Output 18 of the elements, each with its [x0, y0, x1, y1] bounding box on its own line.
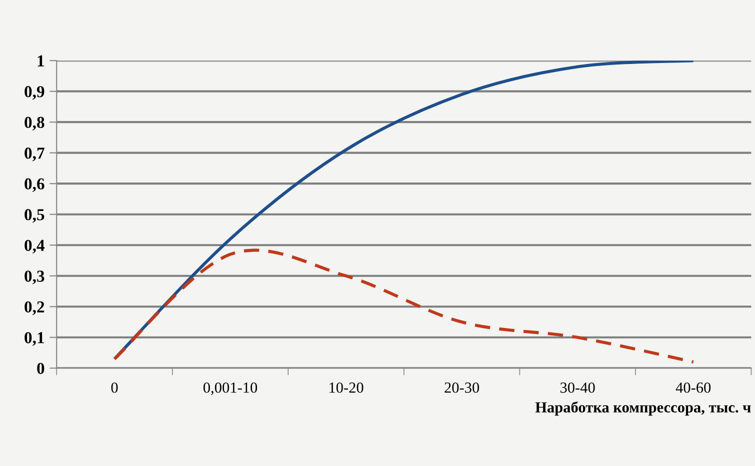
y-tick-label: 0,6	[24, 178, 44, 192]
x-tick-label: 10-20	[330, 382, 364, 393]
y-tick-label: 0	[37, 362, 44, 374]
y-tick-label: 0,7	[24, 148, 44, 162]
y-tick-label: 0,2	[24, 301, 44, 315]
y-tick-label: 0,5	[24, 209, 44, 223]
y-tick-label: 0,1	[24, 332, 44, 346]
y-tick-label: 0,8	[24, 116, 44, 130]
y-tick-label: 0,4	[24, 240, 45, 254]
x-tick-label: 40-60	[676, 382, 711, 393]
x-tick-label: 20-30	[444, 382, 480, 393]
y-tick-label: 1	[38, 55, 44, 66]
x-tick-label: 0	[111, 382, 118, 393]
x-tick-label: 30-40	[560, 382, 595, 393]
y-tick-label: 0,3	[24, 270, 44, 284]
y-tick-label: 0,9	[24, 86, 44, 100]
x-tick-label: 0,001-10	[203, 382, 258, 395]
x-axis-title: Наработка компрессора, тыс. ч	[535, 401, 751, 416]
